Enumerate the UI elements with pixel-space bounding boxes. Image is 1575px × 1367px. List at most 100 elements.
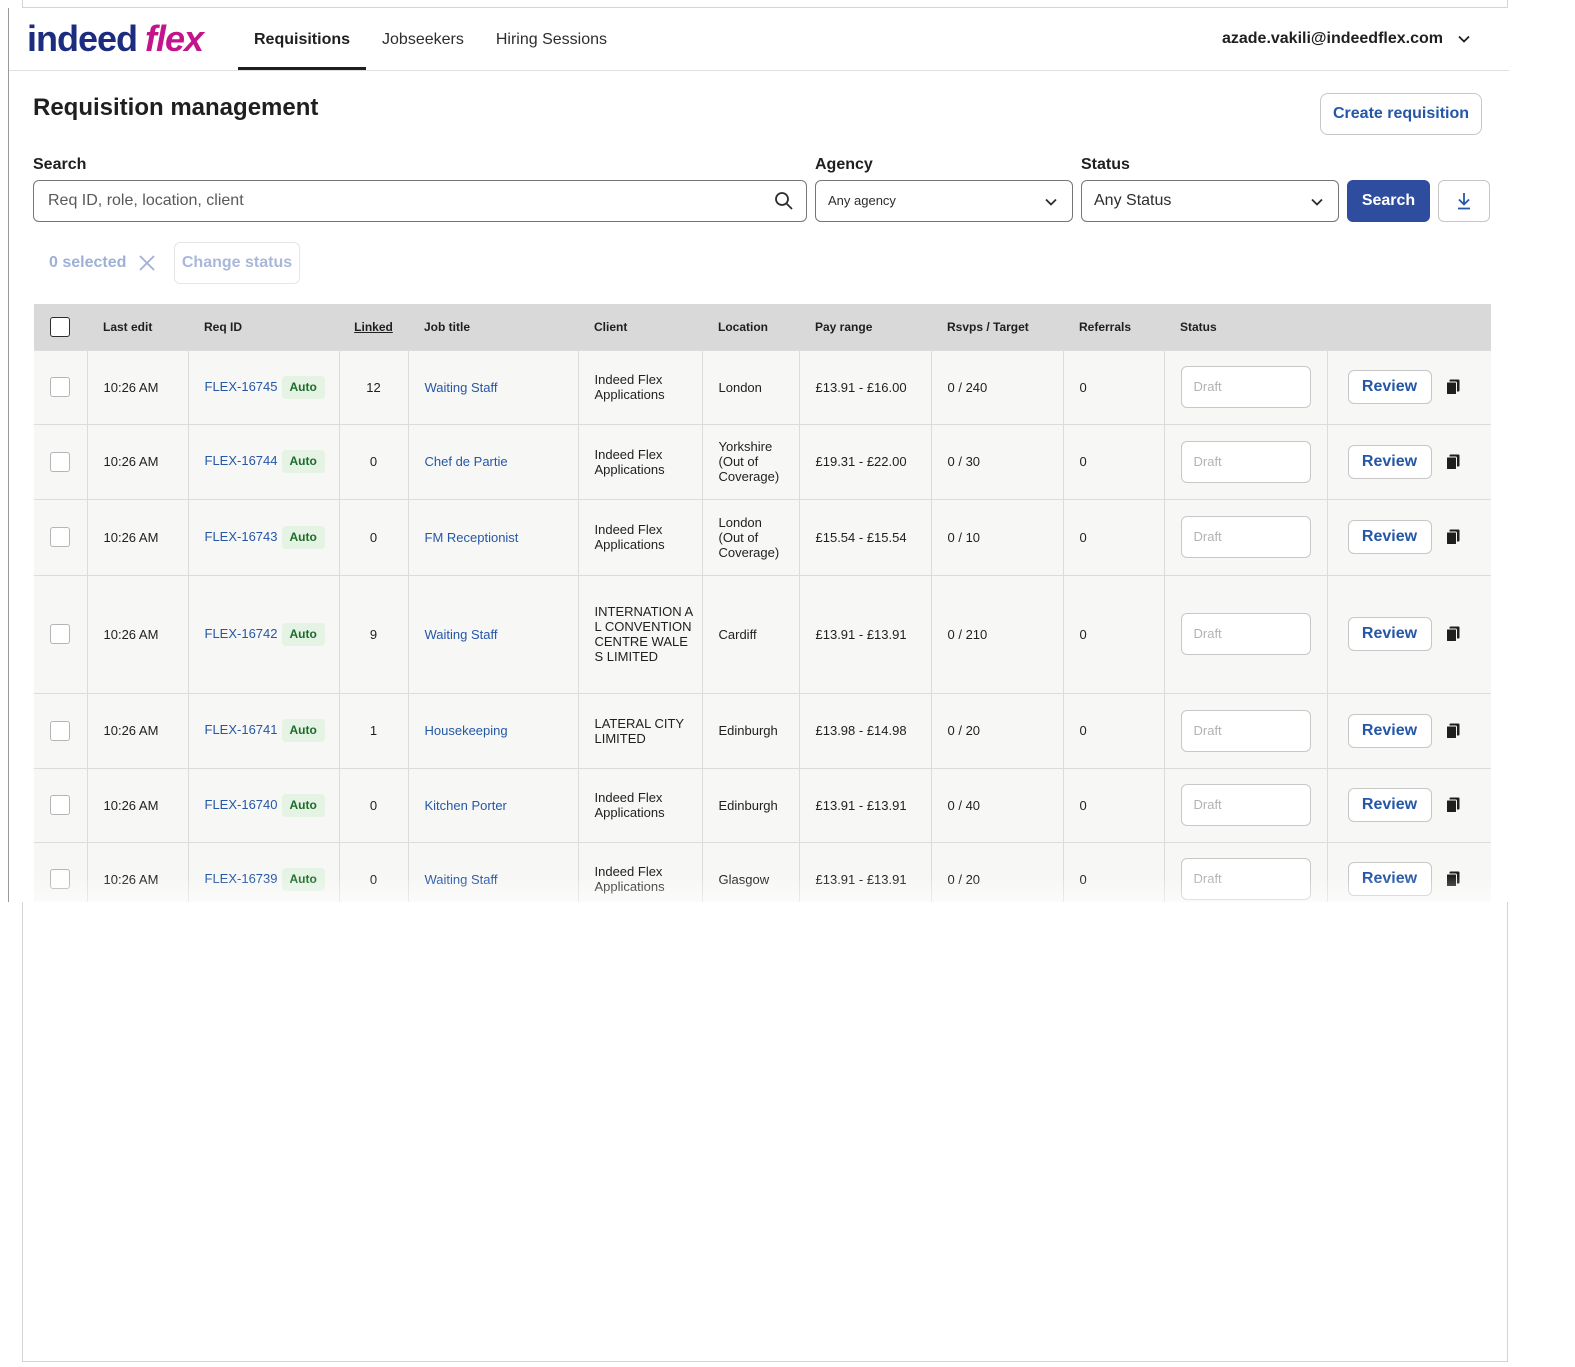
review-button[interactable]: Review	[1347, 862, 1432, 897]
status-field[interactable]: Draft	[1180, 709, 1311, 752]
search-button[interactable]: Search	[1347, 180, 1430, 222]
status-field[interactable]: Draft	[1180, 440, 1311, 483]
review-button[interactable]: Review	[1347, 444, 1432, 479]
copy-icon[interactable]	[1445, 871, 1460, 888]
copy-icon[interactable]	[1445, 529, 1460, 545]
location-cell: Glasgow	[701, 842, 799, 902]
copy-icon[interactable]	[1445, 454, 1460, 470]
last-edit-cell: 10:26 AM	[86, 350, 188, 424]
job-title-link[interactable]: Chef de Partie	[424, 454, 508, 469]
client-cell: Indeed Flex Applications	[577, 424, 702, 499]
status-field[interactable]: Draft	[1180, 516, 1311, 558]
chevron-down-icon	[1311, 198, 1323, 206]
job-title-link[interactable]: Kitchen Porter	[424, 797, 507, 813]
nav-jobseekers[interactable]: Jobseekers	[382, 31, 464, 48]
req-id-link[interactable]: FLEX-16745	[204, 378, 278, 394]
col-location[interactable]: Location	[718, 319, 768, 334]
status-field[interactable]: Draft	[1180, 366, 1311, 408]
job-title-link[interactable]: Waiting Staff	[424, 871, 498, 887]
rsvps-cell: 0 / 30	[930, 424, 1063, 499]
pay-range-cell: £13.91 - £16.00	[798, 350, 931, 424]
status-field[interactable]: Draft	[1180, 784, 1311, 826]
row-checkbox[interactable]	[50, 869, 70, 890]
table-row: 10:26 AM FLEX-16741 Auto 1 Housekeeping L…	[34, 693, 1491, 768]
row-checkbox[interactable]	[50, 720, 70, 741]
review-button[interactable]: Review	[1347, 788, 1432, 822]
row-checkbox[interactable]	[50, 795, 70, 815]
page-title: Requisition management	[33, 94, 319, 121]
status-select[interactable]: Any Status	[1081, 180, 1339, 222]
row-checkbox[interactable]	[50, 451, 70, 472]
agency-value: Any agency	[828, 193, 896, 208]
rsvps-cell: 0 / 20	[930, 693, 1063, 768]
job-title-link[interactable]: FM Receptionist	[424, 529, 519, 545]
review-button[interactable]: Review	[1347, 520, 1432, 554]
referrals-cell: 0	[1062, 575, 1164, 693]
referrals-cell: 0	[1062, 350, 1164, 424]
change-status-button[interactable]: Change status	[174, 242, 300, 284]
search-icon[interactable]	[774, 191, 794, 211]
auto-badge: Auto	[281, 525, 325, 549]
select-all-checkbox[interactable]	[50, 316, 70, 337]
location-cell: London	[701, 350, 799, 424]
logo-secondary: flex	[145, 18, 204, 59]
col-job-title[interactable]: Job title	[424, 319, 471, 334]
location-cell: Edinburgh	[701, 768, 799, 842]
user-menu[interactable]: azade.vakili@indeedflex.com	[1222, 30, 1471, 48]
row-checkbox[interactable]	[50, 527, 70, 547]
auto-badge: Auto	[281, 450, 325, 473]
referrals-cell: 0	[1062, 768, 1164, 842]
search-field	[33, 180, 807, 222]
job-title-link[interactable]: Waiting Staff	[424, 626, 498, 642]
search-input[interactable]	[46, 191, 770, 211]
col-referrals[interactable]: Referrals	[1079, 319, 1132, 334]
download-button[interactable]	[1438, 180, 1490, 222]
job-title-link[interactable]: Waiting Staff	[424, 379, 498, 395]
agency-select[interactable]: Any agency	[815, 180, 1073, 222]
copy-icon[interactable]	[1445, 626, 1460, 642]
table-row: 10:26 AM FLEX-16740 Auto 0 Kitchen Porter…	[34, 768, 1491, 842]
linked-cell: 0	[338, 424, 408, 499]
create-requisition-button[interactable]: Create requisition	[1320, 93, 1482, 135]
referrals-cell: 0	[1062, 693, 1164, 768]
nav-requisitions[interactable]: Requisitions	[238, 8, 367, 70]
client-cell: INTERNATION AL CONVENTION CENTRE WALES L…	[577, 575, 702, 693]
auto-badge: Auto	[281, 867, 325, 891]
copy-icon[interactable]	[1445, 379, 1460, 395]
referrals-cell: 0	[1062, 842, 1164, 902]
col-last-edit[interactable]: Last edit	[103, 319, 153, 334]
location-cell: Cardiff	[701, 575, 799, 693]
last-edit-cell: 10:26 AM	[86, 693, 188, 768]
col-actions	[1327, 304, 1491, 350]
review-button[interactable]: Review	[1347, 713, 1432, 748]
req-id-link[interactable]: FLEX-16741	[204, 722, 278, 737]
indeed-flex-logo[interactable]: indeed flex	[27, 18, 204, 60]
last-edit-cell: 10:26 AM	[86, 842, 188, 902]
req-id-link[interactable]: FLEX-16742	[204, 625, 278, 641]
review-button[interactable]: Review	[1347, 617, 1432, 651]
col-req-id[interactable]: Req ID	[204, 319, 243, 334]
linked-cell: 0	[338, 842, 408, 902]
col-rsvps-target[interactable]: Rsvps / Target	[947, 319, 1029, 334]
review-button[interactable]: Review	[1347, 370, 1432, 404]
req-id-link[interactable]: FLEX-16740	[204, 796, 278, 812]
req-id-link[interactable]: FLEX-16744	[204, 453, 278, 468]
status-field[interactable]: Draft	[1180, 858, 1311, 901]
col-pay-range[interactable]: Pay range	[815, 319, 873, 334]
col-linked[interactable]: Linked	[354, 319, 393, 334]
logo-primary: indeed	[27, 18, 138, 59]
last-edit-cell: 10:26 AM	[86, 768, 188, 842]
col-client[interactable]: Client	[594, 319, 628, 334]
row-checkbox[interactable]	[50, 624, 70, 644]
job-title-link[interactable]: Housekeeping	[424, 723, 508, 738]
col-status[interactable]: Status	[1180, 319, 1217, 334]
table-row: 10:26 AM FLEX-16739 Auto 0 Waiting Staff …	[34, 842, 1491, 902]
row-checkbox[interactable]	[50, 377, 70, 397]
copy-icon[interactable]	[1445, 797, 1460, 813]
close-icon[interactable]	[138, 254, 156, 272]
req-id-link[interactable]: FLEX-16739	[204, 870, 278, 886]
status-field[interactable]: Draft	[1180, 613, 1311, 655]
req-id-link[interactable]: FLEX-16743	[204, 528, 278, 544]
nav-hiring-sessions[interactable]: Hiring Sessions	[495, 31, 607, 48]
copy-icon[interactable]	[1445, 723, 1460, 739]
